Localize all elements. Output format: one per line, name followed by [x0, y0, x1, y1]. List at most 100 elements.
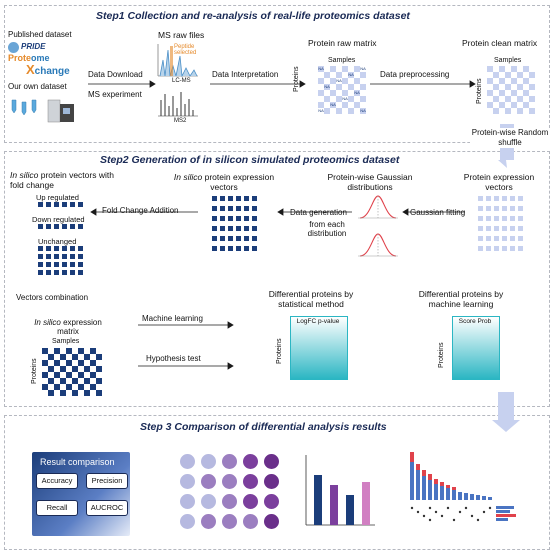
matrix-cell: NA — [324, 84, 330, 90]
matrix-cell — [511, 72, 517, 78]
pride-logo: PRIDE Proteome Xchange — [8, 42, 70, 77]
vector-cell — [502, 196, 507, 201]
matrix-cell: NA — [348, 72, 354, 78]
matrix-cell — [505, 66, 511, 72]
fold-change-title: In silico protein vectors with fold chan… — [10, 170, 120, 190]
matrix-cell — [487, 72, 493, 78]
metric-dot — [222, 494, 237, 509]
matrix-cell — [342, 102, 348, 108]
unchanged-label: Unchanged — [38, 237, 77, 246]
metric-dot — [222, 514, 237, 529]
matrix-cell — [487, 90, 493, 96]
vector-cell — [212, 206, 217, 211]
vector-cell — [494, 216, 499, 221]
matrix-cell — [348, 66, 354, 72]
vector-cell — [220, 206, 225, 211]
vector-cell — [478, 206, 483, 211]
fold-change-addition-label: Fold Change Addition — [102, 206, 179, 215]
matrix-cell — [48, 390, 54, 396]
matrix-cell — [342, 72, 348, 78]
fold-change-title-rest: protein vectors with fold change — [10, 170, 114, 190]
ms-raw-files-label: MS raw files — [158, 30, 205, 40]
clean-matrix-proteins: Proteins — [476, 78, 483, 104]
matrix-cell — [499, 90, 505, 96]
matrix-cell — [330, 90, 336, 96]
matrix-cell — [96, 348, 102, 354]
hypothesis-test-label: Hypothesis test — [146, 354, 201, 363]
matrix-cell — [72, 348, 78, 354]
matrix-cell — [96, 354, 102, 360]
matrix-cell — [54, 360, 60, 366]
vector-cell — [70, 270, 75, 275]
matrix-cell — [84, 384, 90, 390]
vector-cell — [494, 196, 499, 201]
matrix-cell — [336, 84, 342, 90]
matrix-cell: NA — [336, 78, 342, 84]
vector-cell — [478, 236, 483, 241]
metric-dot — [180, 494, 195, 509]
matrix-cell — [511, 66, 517, 72]
matrix-cell — [48, 366, 54, 372]
matrix-cell — [493, 72, 499, 78]
metric-dot — [222, 474, 237, 489]
matrix-cell — [523, 66, 529, 72]
vector-cell — [502, 236, 507, 241]
matrix-cell — [84, 366, 90, 372]
matrix-cell — [42, 384, 48, 390]
vector-cell — [510, 196, 515, 201]
matrix-cell — [60, 390, 66, 396]
matrix-cell — [324, 96, 330, 102]
matrix-cell — [360, 72, 366, 78]
matrix-cell: NA — [360, 66, 366, 72]
matrix-cell — [318, 84, 324, 90]
vector-cell — [212, 236, 217, 241]
ml-table-header: Score Prob — [458, 318, 492, 325]
vector-cell — [46, 246, 51, 251]
vector-cell — [70, 246, 75, 251]
vector-cell — [228, 216, 233, 221]
matrix-cell — [72, 378, 78, 384]
vector-cell — [502, 216, 507, 221]
clean-matrix-grid — [487, 66, 535, 114]
stat-table-header: LogFC p-value — [296, 318, 340, 325]
silico-matrix-title-italic: In silico — [34, 318, 61, 327]
down-regulated-label: Down regulated — [32, 215, 85, 224]
vector-cell — [228, 196, 233, 201]
matrix-cell — [517, 102, 523, 108]
vector-cell — [220, 216, 225, 221]
vector-cell — [236, 206, 241, 211]
clean-matrix-title: Protein clean matrix — [462, 38, 538, 48]
step2-panel — [4, 151, 550, 407]
protein-expression-vectors-title: Protein expression vectors — [463, 172, 535, 192]
matrix-cell — [354, 108, 360, 114]
vector-cell — [54, 262, 59, 267]
vector-cell — [486, 236, 491, 241]
vector-cell — [236, 226, 241, 231]
matrix-cell — [336, 102, 342, 108]
vector-cell — [78, 262, 83, 267]
vector-cell — [70, 254, 75, 259]
vector-cell — [486, 196, 491, 201]
matrix-cell — [96, 378, 102, 384]
matrix-cell: NA — [342, 96, 348, 102]
matrix-cell — [523, 90, 529, 96]
shuffle-label: Protein-wise Random shuffle — [470, 128, 550, 148]
vector-cell — [518, 196, 523, 201]
matrix-cell — [96, 384, 102, 390]
metric-dot — [243, 494, 258, 509]
matrix-cell — [505, 72, 511, 78]
vectors-combination-label: Vectors combination — [16, 293, 89, 302]
matrix-cell — [324, 102, 330, 108]
matrix-cell — [348, 78, 354, 84]
vector-cell — [510, 206, 515, 211]
ml-table — [452, 316, 500, 380]
metric-dot — [243, 454, 258, 469]
matrix-cell — [90, 360, 96, 366]
matrix-cell — [96, 390, 102, 396]
matrix-cell — [523, 96, 529, 102]
vector-cell — [62, 202, 67, 207]
matrix-cell — [517, 108, 523, 114]
vector-cell — [46, 224, 51, 229]
matrix-cell — [60, 378, 66, 384]
matrix-cell — [511, 102, 517, 108]
